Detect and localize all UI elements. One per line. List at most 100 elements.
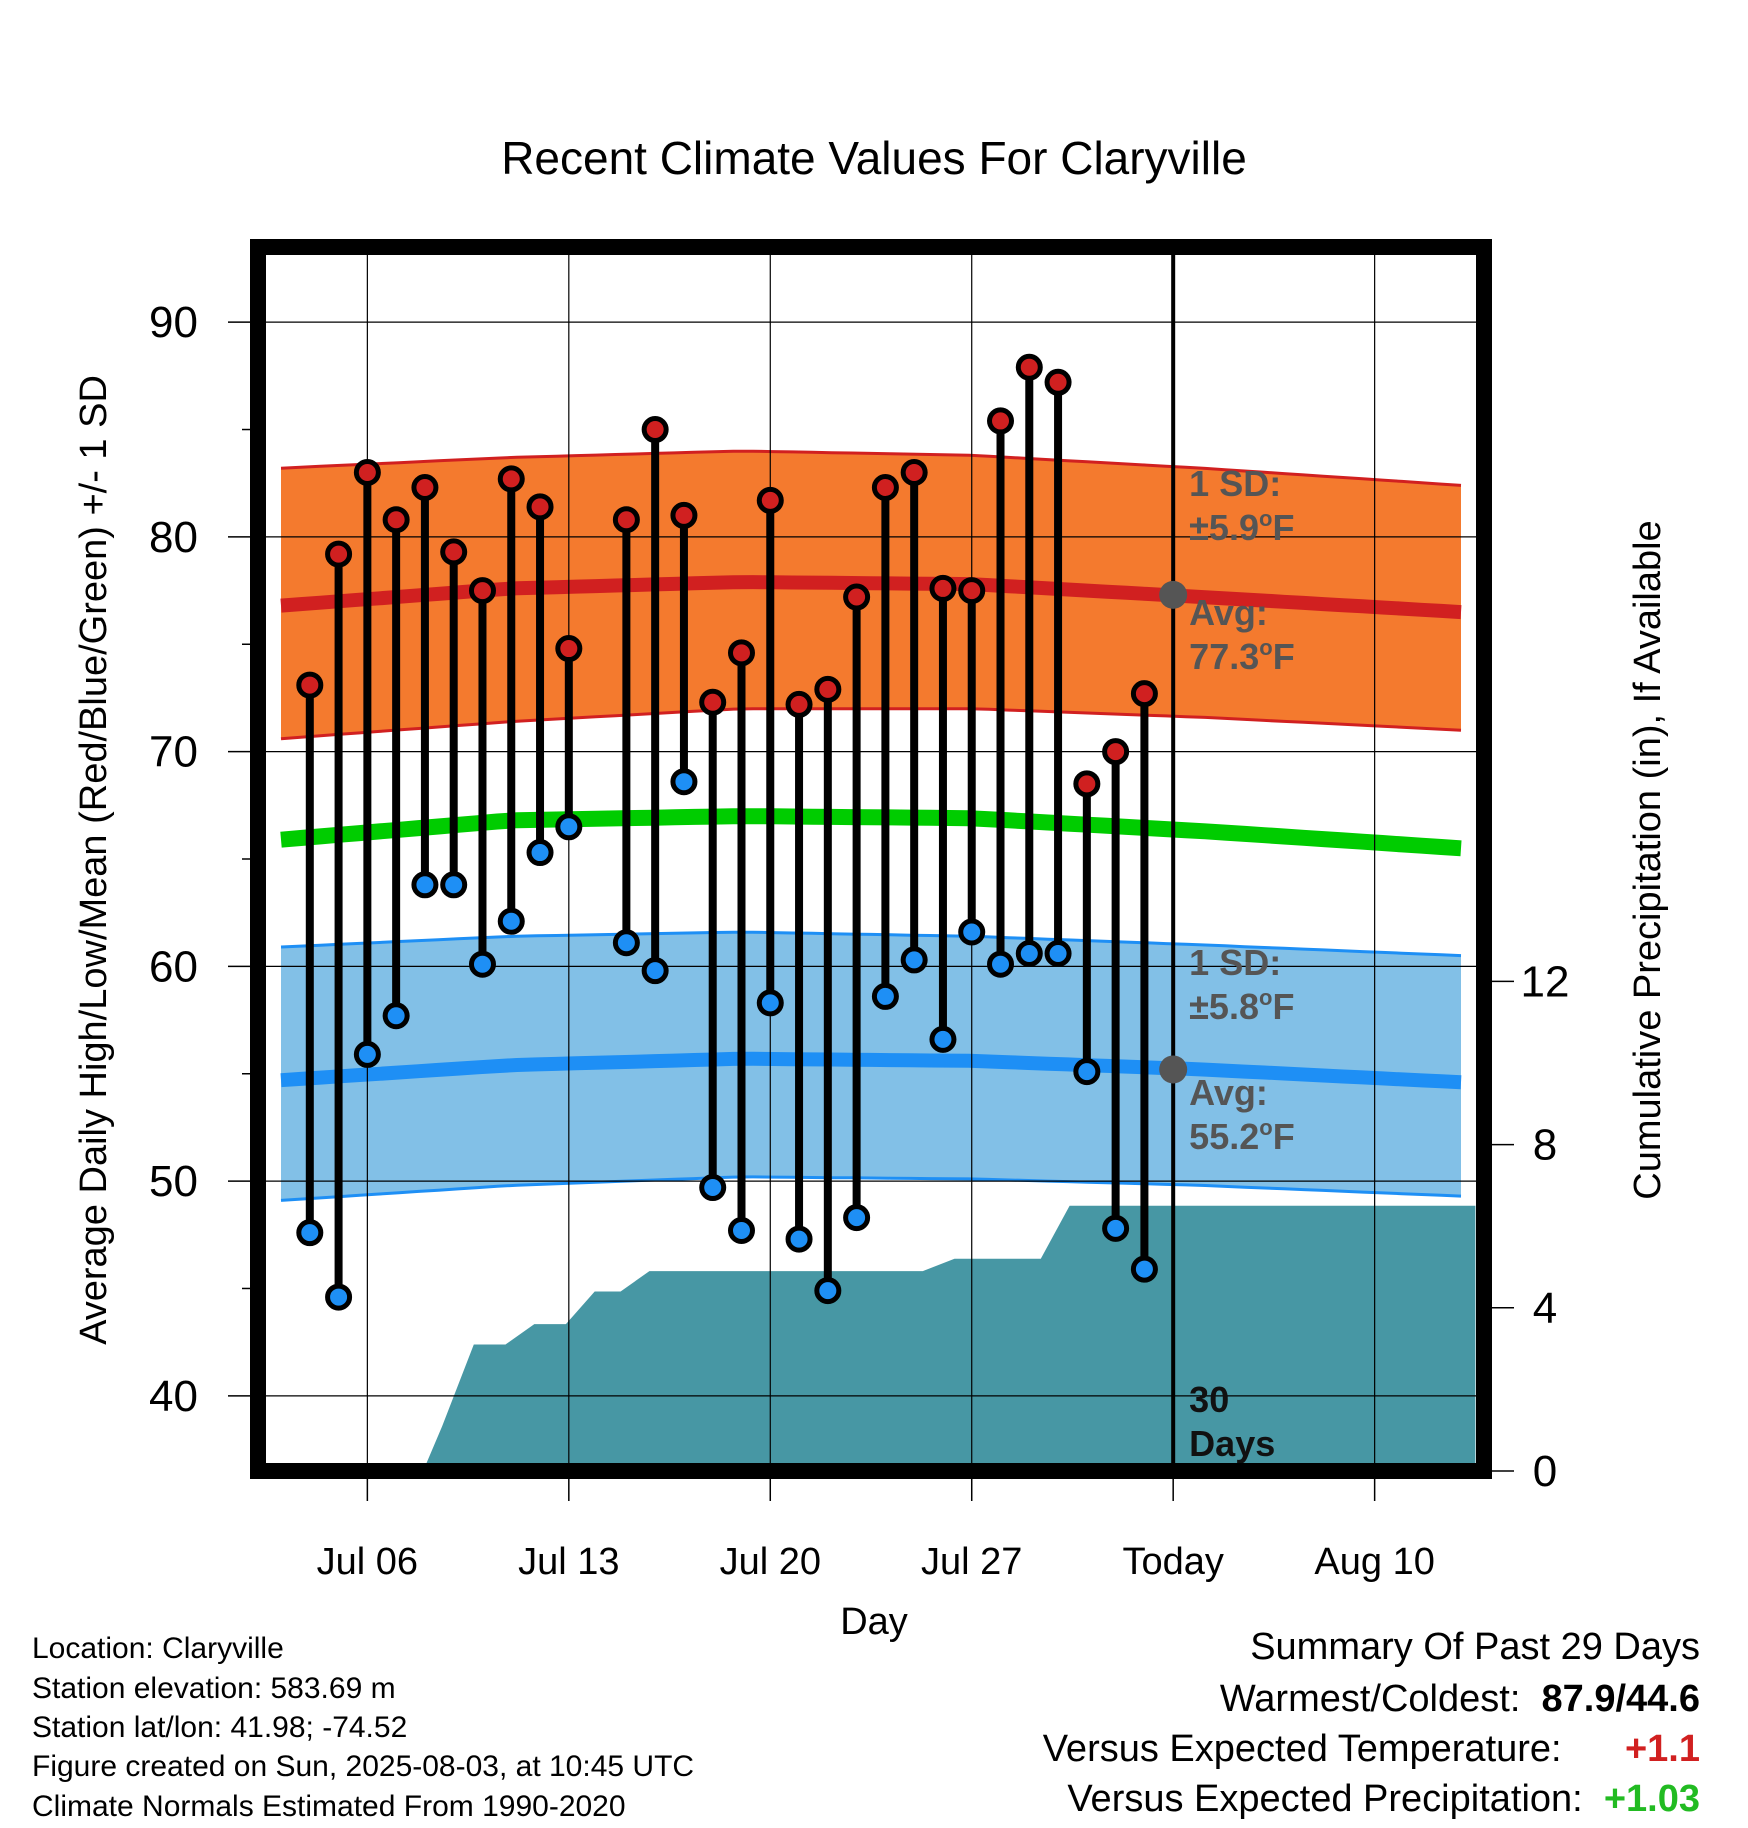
daily-high-point (468, 577, 496, 605)
high-sd-value: ±5.9oF (1189, 506, 1294, 548)
daily-low-point (296, 1219, 324, 1247)
y-tick-label: 50 (149, 1157, 198, 1206)
footer-location: Location: Claryville (32, 1632, 284, 1665)
daily-low-point (929, 1025, 957, 1053)
summary-temp-value: +1.1 (1624, 1728, 1700, 1770)
x-tick-label: Today (1122, 1541, 1223, 1583)
x-tick-label: Jul 20 (720, 1541, 821, 1583)
x-axis-label: Day (840, 1601, 908, 1643)
daily-high-point (1073, 770, 1101, 798)
daily-high-point (1102, 738, 1130, 766)
high-sd-label: 1 SD: (1189, 463, 1281, 504)
daily-low-point (843, 1204, 871, 1232)
daily-high-point (497, 465, 525, 493)
y2-tick-label: 12 (1521, 957, 1570, 1006)
daily-low-point (785, 1225, 813, 1253)
y-tick-label: 70 (149, 728, 198, 777)
daily-low-point (814, 1277, 842, 1305)
daily-high-point (1130, 680, 1158, 708)
plot-content (258, 247, 1484, 1471)
high-avg-marker (1159, 580, 1188, 609)
low-avg-label: Avg: (1189, 1072, 1268, 1113)
summary-warm-cold-label: Warmest/Coldest: (1219, 1678, 1521, 1720)
daily-low-point (382, 1002, 410, 1030)
x-tick-label: Jul 06 (317, 1541, 418, 1583)
high-sd-value-unit: F (1272, 507, 1294, 548)
daily-low-point (1015, 939, 1043, 967)
daily-high-point (871, 474, 899, 502)
daily-high-point (296, 671, 324, 699)
low-avg-value-degree: o (1259, 1115, 1272, 1140)
x-tick-label: Jul 13 (518, 1541, 619, 1583)
plot-frame (250, 239, 1492, 1479)
footer-normals: Climate Normals Estimated From 1990-2020 (32, 1790, 626, 1823)
high-avg-label: Avg: (1189, 592, 1268, 633)
low-sd-label: 1 SD: (1189, 942, 1281, 983)
summary-title: Summary Of Past 29 Days (1250, 1626, 1700, 1668)
footer-latlon: Station lat/lon: 41.98; -74.52 (32, 1711, 408, 1744)
daily-low-point (526, 839, 554, 867)
y2-tick-label: 8 (1533, 1121, 1557, 1170)
daily-low-point (497, 907, 525, 935)
low-sd-value-unit: F (1272, 986, 1294, 1027)
x-tick-label: Aug 10 (1314, 1541, 1434, 1583)
daily-low-point (1073, 1058, 1101, 1086)
daily-low-point (555, 813, 583, 841)
today-days-label: Days (1189, 1423, 1275, 1464)
y-axis-label: Average Daily High/Low/Mean (Red/Blue/Gr… (73, 375, 115, 1345)
daily-high-point (325, 540, 353, 568)
summary-precip-value: +1.03 (1603, 1778, 1700, 1820)
daily-low-point (756, 989, 784, 1017)
y-tick-label: 90 (149, 298, 198, 347)
daily-low-point (1044, 939, 1072, 967)
high-band-lower-edge (280, 707, 1462, 741)
normal-mean-line (280, 808, 1462, 857)
daily-high-point (612, 506, 640, 534)
daily-high-point (785, 690, 813, 718)
daily-high-point (1044, 368, 1072, 396)
daily-high-point (958, 577, 986, 605)
daily-low-point (325, 1283, 353, 1311)
summary-temp-label: Versus Expected Temperature: (1042, 1728, 1562, 1770)
y2-tick-label: 0 (1533, 1447, 1557, 1496)
footer-elevation: Station elevation: 583.69 m (32, 1672, 396, 1705)
daily-low-point (987, 950, 1015, 978)
daily-low-point (1130, 1255, 1158, 1283)
low-sd-value: ±5.8oF (1189, 985, 1294, 1027)
today-days-number: 30 (1189, 1379, 1229, 1420)
daily-low-point (468, 950, 496, 978)
daily-high-point (1015, 353, 1043, 381)
summary-precip-label: Versus Expected Precipitation: (1067, 1778, 1583, 1820)
high-sd-value-degree: o (1259, 506, 1272, 531)
chart-title: Recent Climate Values For Claryville (501, 132, 1247, 184)
daily-high-point (641, 416, 669, 444)
summary-warm-cold-value: 87.9/44.6 (1541, 1678, 1700, 1720)
daily-low-point (727, 1216, 755, 1244)
summary-temp: Versus Expected Temperature: +1.1 (1043, 1730, 1700, 1768)
footer-created: Figure created on Sun, 2025-08-03, at 10… (32, 1750, 695, 1783)
daily-high-point (411, 474, 439, 502)
normal-low-line (280, 1051, 1462, 1090)
high-avg-value: 77.3oF (1189, 635, 1295, 677)
daily-low-point (699, 1174, 727, 1202)
summary-precip: Versus Expected Precipitation: +1.03 (1067, 1780, 1700, 1818)
daily-high-point (440, 538, 468, 566)
low-band-upper-edge (280, 930, 1462, 958)
daily-low-point (411, 871, 439, 899)
daily-high-point (987, 407, 1015, 435)
y-tick-label: 40 (149, 1372, 198, 1421)
daily-low-point (900, 946, 928, 974)
daily-high-point (353, 458, 381, 486)
low-avg-value: 55.2oF (1189, 1115, 1295, 1157)
low-sd-value-degree: o (1259, 985, 1272, 1010)
daily-low-point (670, 768, 698, 796)
high-band-upper-edge (280, 449, 1462, 487)
low-avg-marker (1159, 1055, 1188, 1084)
daily-low-point (871, 982, 899, 1010)
daily-high-point (900, 458, 928, 486)
daily-high-point (555, 635, 583, 663)
y2-axis-label: Cumulative Precipitation (in), If Availa… (1627, 520, 1669, 1199)
x-tick-label: Jul 27 (921, 1541, 1022, 1583)
daily-high-point (670, 501, 698, 529)
high-avg-value-degree: o (1259, 635, 1272, 660)
